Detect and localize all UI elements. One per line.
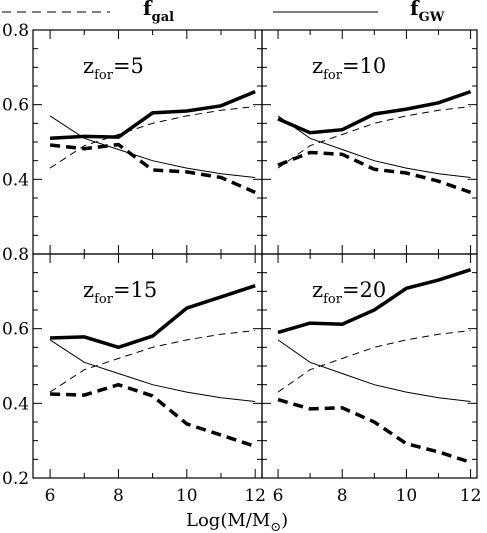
series-fgw-thick: [50, 89, 256, 141]
x-tick-label: 6: [45, 486, 56, 506]
y-tick-label: 0.6: [2, 96, 29, 116]
panel-frame: [32, 29, 263, 255]
x-tick-label: 8: [113, 486, 124, 506]
y-tick-label: 0.4: [2, 170, 29, 190]
y-tick-label: 0.2: [2, 469, 29, 489]
y-tick-label: 0.8: [2, 21, 29, 41]
panel-2: zfor=10: [261, 29, 478, 255]
series-fgal-reference: [277, 106, 471, 169]
series-fgw-reference: [277, 339, 471, 402]
series-fgal-thick: [50, 382, 256, 448]
legend: fgal fGW: [2, 0, 445, 25]
series-fgal-reference: [49, 106, 256, 169]
series-fgal-thick: [277, 397, 472, 464]
series-fgal-reference: [277, 330, 471, 393]
series-fgal-thick: [277, 150, 472, 195]
y-tick-label: 0.6: [2, 320, 29, 340]
x-tick-label: 8: [337, 486, 348, 506]
sun-symbol: ⊙: [270, 520, 281, 533]
x-tick-label: 6: [273, 486, 284, 506]
series-fgw-thick: [50, 284, 256, 350]
x-axis-label: Log(M/M⊙): [186, 510, 288, 533]
series-fgw-thick: [277, 268, 472, 335]
x-tick-label: 10: [176, 486, 198, 506]
panel-label: zfor=20: [312, 278, 386, 307]
y-tick-label: 0.8: [2, 245, 29, 265]
series-fgw-reference: [49, 115, 256, 178]
x-tick-label: 10: [396, 486, 418, 506]
panel-label: zfor=5: [83, 54, 144, 83]
series-fgal-reference: [49, 330, 256, 393]
series-fgal-thick: [49, 142, 256, 195]
series-fgw-reference: [49, 339, 256, 402]
x-tick-label: 12: [244, 486, 266, 506]
panel-4: 6 8 10 12 zfor=20: [261, 253, 482, 506]
panel-1: 0.4 0.6 0.8 zfor=5: [2, 21, 263, 255]
x-tick-label: 12: [460, 486, 482, 506]
legend-fgal-label: fgal: [143, 0, 174, 25]
y-tick-label: 0.4: [2, 394, 29, 414]
legend-fgw-label: fGW: [410, 0, 445, 25]
series-fgw-reference: [277, 115, 471, 178]
panel-3: 0.2 0.4 0.6 0.8 6 8 10 12 zfor=15: [2, 245, 266, 506]
series-fgw-thick: [277, 89, 472, 135]
panel-label: zfor=15: [83, 278, 157, 307]
panel-label: zfor=10: [312, 54, 386, 83]
panels: 0.4 0.6 0.8 zfor=5 zfor=10 0.2 0.4 0.6 0.8 6 8 10 12…: [2, 21, 481, 506]
